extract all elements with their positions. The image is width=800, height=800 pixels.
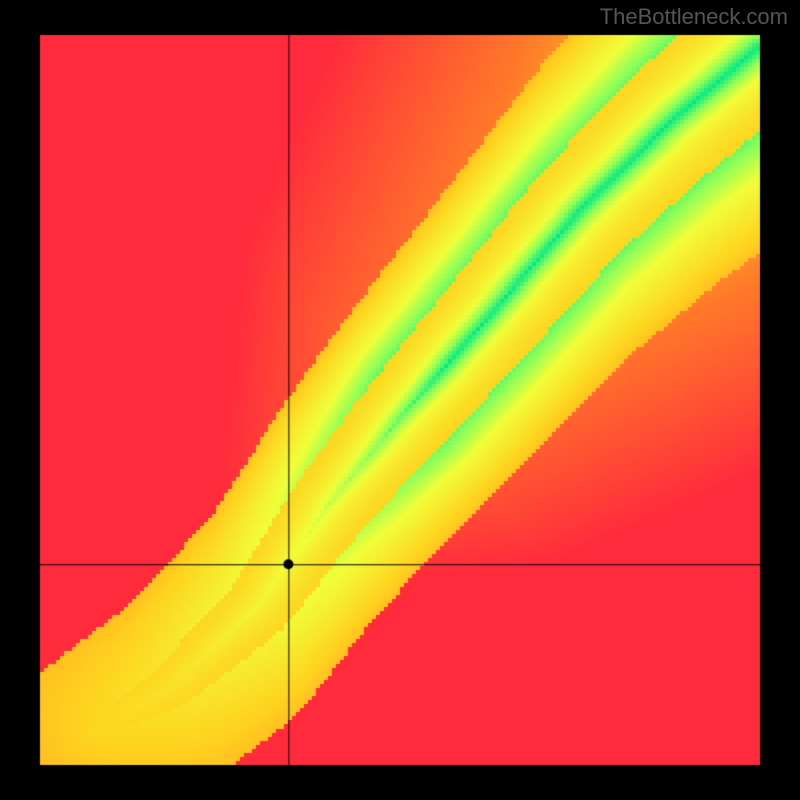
- attribution-text: TheBottleneck.com: [600, 4, 788, 30]
- bottleneck-heatmap-canvas: [0, 0, 800, 800]
